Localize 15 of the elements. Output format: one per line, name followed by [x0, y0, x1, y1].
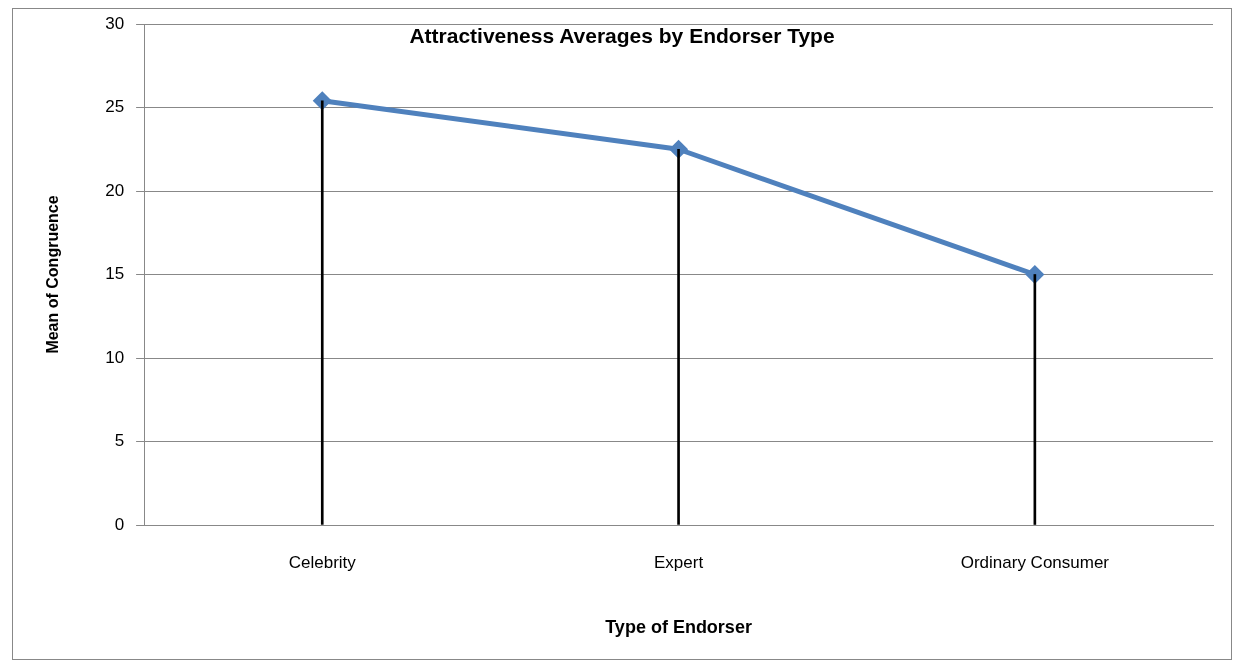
x-tick-label: Expert [653, 552, 704, 572]
y-tick-label: 10 [105, 347, 125, 367]
x-axis-title: Type of Endorser [605, 617, 752, 638]
y-tick-label: 0 [114, 514, 125, 534]
y-tick-label: 20 [105, 180, 125, 200]
x-tick-label: Ordinary Consumer [960, 552, 1110, 572]
chart-title: Attractiveness Averages by Endorser Type [409, 23, 835, 47]
bar [677, 148, 680, 525]
x-tick-label: Celebrity [288, 552, 357, 572]
y-axis-title: Mean of Congruence [44, 195, 62, 354]
y-tick-label: 30 [105, 13, 125, 33]
y-tick-label: 5 [114, 431, 125, 451]
bar [320, 100, 324, 525]
y-tick-label: 15 [105, 264, 125, 284]
y-tick-label: 25 [105, 97, 125, 117]
